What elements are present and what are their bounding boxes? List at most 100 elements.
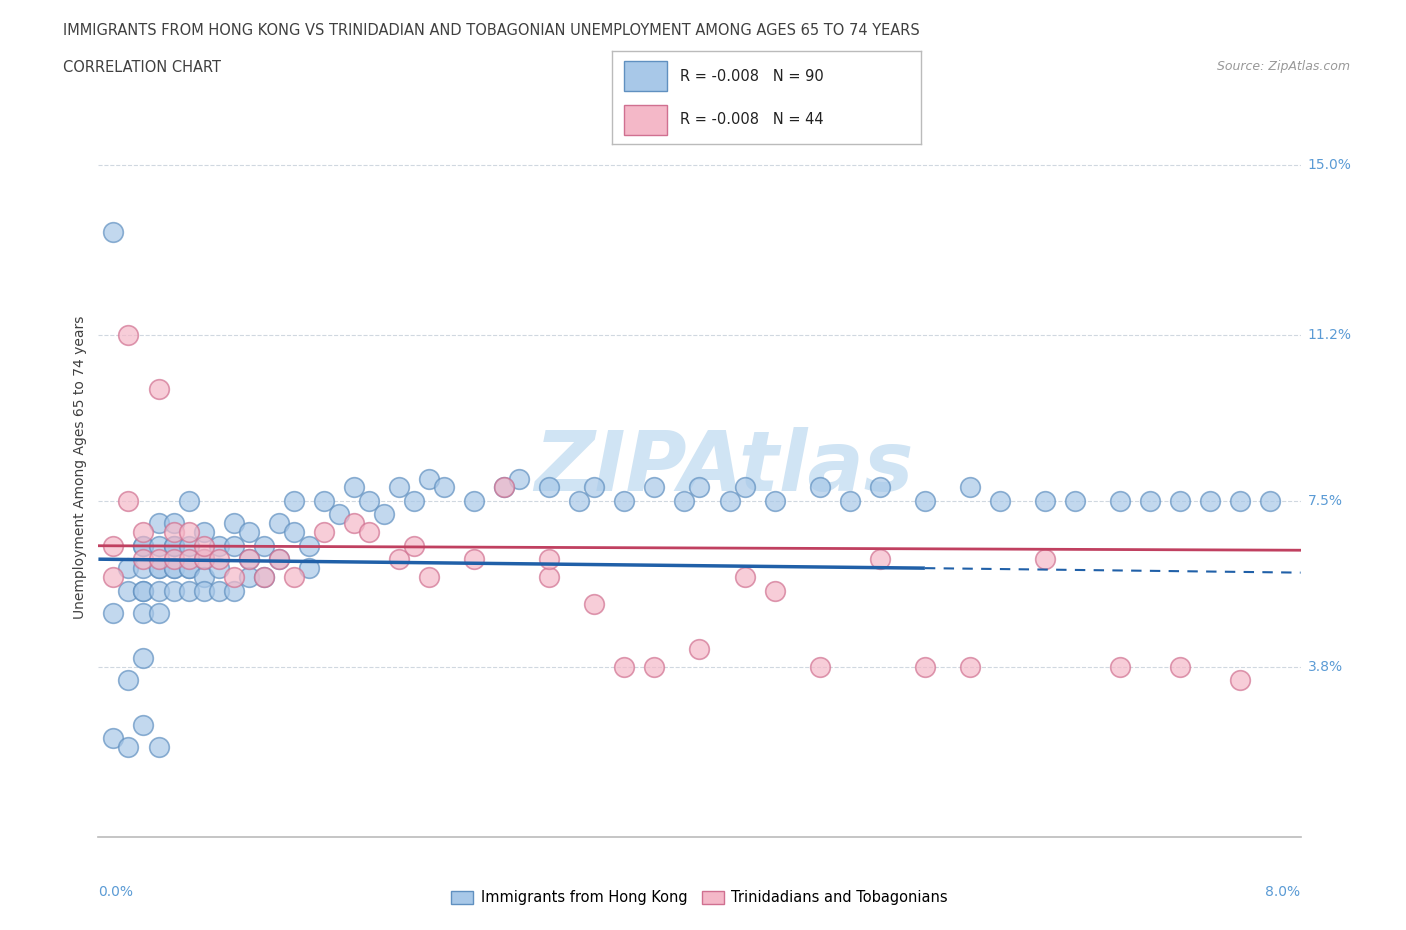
Point	[914, 659, 936, 674]
Bar	[624, 105, 668, 135]
Point	[869, 480, 891, 495]
Point	[643, 659, 665, 674]
Point	[283, 525, 305, 539]
Point	[267, 516, 290, 531]
Point	[253, 538, 276, 553]
Point	[103, 570, 125, 585]
Point	[1168, 659, 1191, 674]
Point	[253, 570, 276, 585]
Point	[103, 538, 125, 553]
Point	[298, 561, 321, 576]
Point	[418, 472, 440, 486]
Point	[103, 605, 125, 620]
Point	[869, 551, 891, 566]
Point	[193, 570, 215, 585]
Point	[402, 494, 425, 509]
Point	[283, 494, 305, 509]
Text: CORRELATION CHART: CORRELATION CHART	[63, 60, 221, 75]
Point	[117, 672, 139, 687]
Point	[538, 570, 561, 585]
Point	[494, 480, 516, 495]
Point	[208, 583, 231, 598]
Bar	[624, 61, 668, 91]
Point	[208, 538, 231, 553]
Point	[328, 507, 350, 522]
Point	[148, 561, 170, 576]
Point	[208, 561, 231, 576]
Point	[148, 561, 170, 576]
Point	[208, 551, 231, 566]
Point	[132, 605, 155, 620]
Point	[734, 570, 756, 585]
Text: Source: ZipAtlas.com: Source: ZipAtlas.com	[1216, 60, 1350, 73]
Point	[132, 718, 155, 733]
Point	[162, 551, 184, 566]
Point	[253, 570, 276, 585]
Point	[177, 538, 200, 553]
Point	[583, 480, 606, 495]
Point	[1033, 494, 1056, 509]
Point	[688, 642, 710, 657]
Point	[1139, 494, 1161, 509]
Point	[193, 525, 215, 539]
Point	[148, 516, 170, 531]
Point	[162, 538, 184, 553]
Point	[1229, 494, 1251, 509]
Point	[718, 494, 741, 509]
Point	[1109, 659, 1132, 674]
Point	[222, 516, 245, 531]
Point	[117, 494, 139, 509]
Point	[298, 538, 321, 553]
Point	[132, 583, 155, 598]
Point	[162, 561, 184, 576]
Point	[132, 650, 155, 665]
Point	[613, 659, 636, 674]
Point	[193, 538, 215, 553]
Point	[688, 480, 710, 495]
Text: R = -0.008   N = 90: R = -0.008 N = 90	[679, 69, 824, 84]
Point	[117, 740, 139, 755]
Point	[148, 538, 170, 553]
Point	[238, 551, 260, 566]
Point	[388, 480, 411, 495]
Point	[357, 525, 380, 539]
Point	[148, 605, 170, 620]
Point	[238, 551, 260, 566]
Point	[343, 480, 366, 495]
Point	[1033, 551, 1056, 566]
Point	[238, 525, 260, 539]
Point	[162, 525, 184, 539]
Point	[583, 596, 606, 611]
Point	[148, 740, 170, 755]
Point	[222, 538, 245, 553]
Point	[538, 551, 561, 566]
Point	[914, 494, 936, 509]
Point	[193, 551, 215, 566]
Point	[132, 538, 155, 553]
Point	[193, 583, 215, 598]
Text: IMMIGRANTS FROM HONG KONG VS TRINIDADIAN AND TOBAGONIAN UNEMPLOYMENT AMONG AGES : IMMIGRANTS FROM HONG KONG VS TRINIDADIAN…	[63, 23, 920, 38]
Point	[177, 561, 200, 576]
Y-axis label: Unemployment Among Ages 65 to 74 years: Unemployment Among Ages 65 to 74 years	[73, 315, 87, 619]
Point	[148, 551, 170, 566]
Point	[838, 494, 860, 509]
Text: 15.0%: 15.0%	[1308, 158, 1351, 172]
Point	[132, 538, 155, 553]
Point	[568, 494, 591, 509]
Text: 11.2%: 11.2%	[1308, 328, 1351, 342]
Point	[373, 507, 395, 522]
Point	[162, 561, 184, 576]
Point	[267, 551, 290, 566]
Point	[734, 480, 756, 495]
Point	[763, 583, 786, 598]
Point	[132, 583, 155, 598]
Point	[463, 551, 485, 566]
Point	[1260, 494, 1282, 509]
Point	[463, 494, 485, 509]
Point	[117, 583, 139, 598]
Point	[222, 570, 245, 585]
Point	[177, 494, 200, 509]
Point	[177, 525, 200, 539]
Point	[283, 570, 305, 585]
Point	[357, 494, 380, 509]
